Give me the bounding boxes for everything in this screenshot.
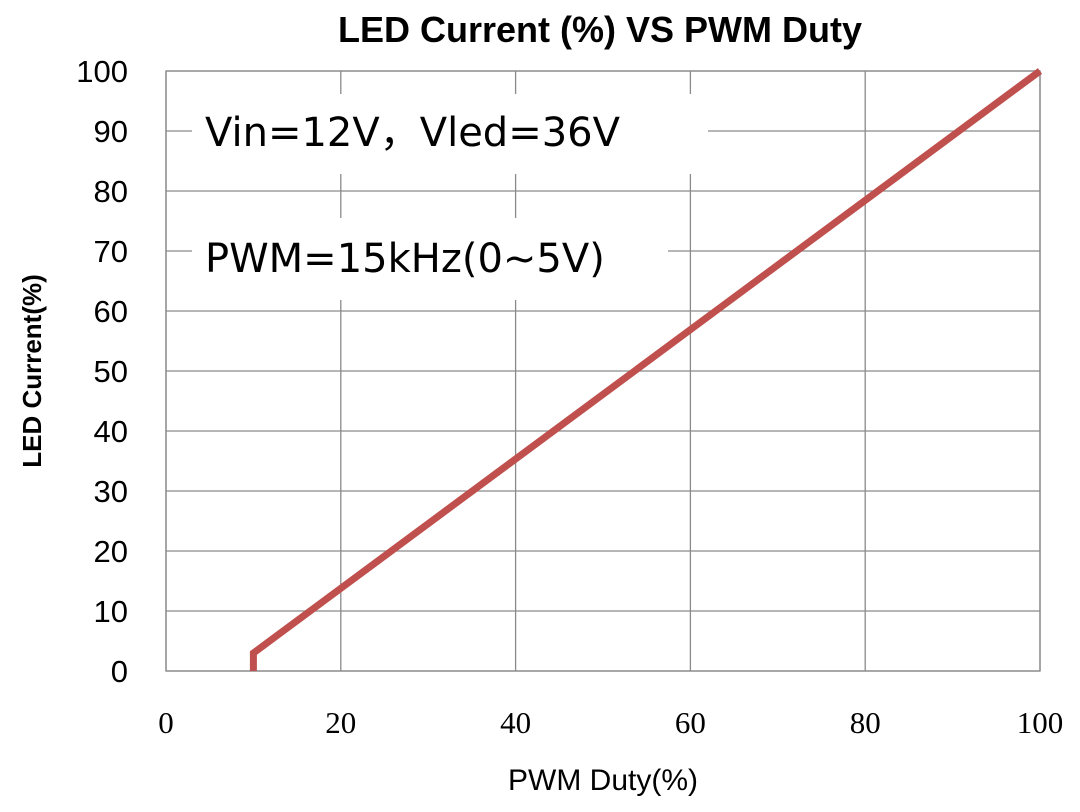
annotation-background-1 bbox=[192, 94, 708, 174]
y-tick-label: 70 bbox=[94, 234, 128, 269]
x-tick-labels: 0 20 40 60 80 100 bbox=[158, 705, 1063, 740]
y-tick-label: 80 bbox=[94, 174, 128, 209]
y-tick-label: 0 bbox=[111, 654, 128, 689]
annotation-background-2 bbox=[192, 218, 668, 300]
y-tick-label: 10 bbox=[94, 594, 128, 629]
annotation-voltage: Vin=12V，Vled=36V bbox=[205, 110, 621, 156]
y-tick-label: 60 bbox=[94, 294, 128, 329]
x-tick-label: 100 bbox=[1017, 705, 1064, 740]
plot-frame bbox=[165, 70, 1041, 672]
x-tick-label: 0 bbox=[158, 705, 174, 740]
y-tick-label: 100 bbox=[76, 54, 128, 89]
series bbox=[249, 68, 1043, 671]
y-tick-label: 40 bbox=[94, 414, 128, 449]
annotation-pwm: PWM=15kHz(0~5V) bbox=[205, 236, 605, 282]
chart-title: LED Current (%) VS PWM Duty bbox=[338, 9, 862, 50]
y-axis-label: LED Current(%) bbox=[17, 274, 47, 468]
y-tick-label: 30 bbox=[94, 474, 128, 509]
y-tick-label: 90 bbox=[94, 114, 128, 149]
x-tick-label: 40 bbox=[500, 705, 531, 740]
x-tick-label: 80 bbox=[850, 705, 881, 740]
x-tick-label: 20 bbox=[325, 705, 356, 740]
x-tick-label: 60 bbox=[675, 705, 706, 740]
series-line bbox=[249, 68, 1043, 671]
y-tick-labels: 0 10 20 30 40 50 60 70 80 90 100 bbox=[76, 54, 128, 689]
x-axis-label: PWM Duty(%) bbox=[508, 764, 698, 797]
y-tick-label: 20 bbox=[94, 534, 128, 569]
y-tick-label: 50 bbox=[94, 354, 128, 389]
